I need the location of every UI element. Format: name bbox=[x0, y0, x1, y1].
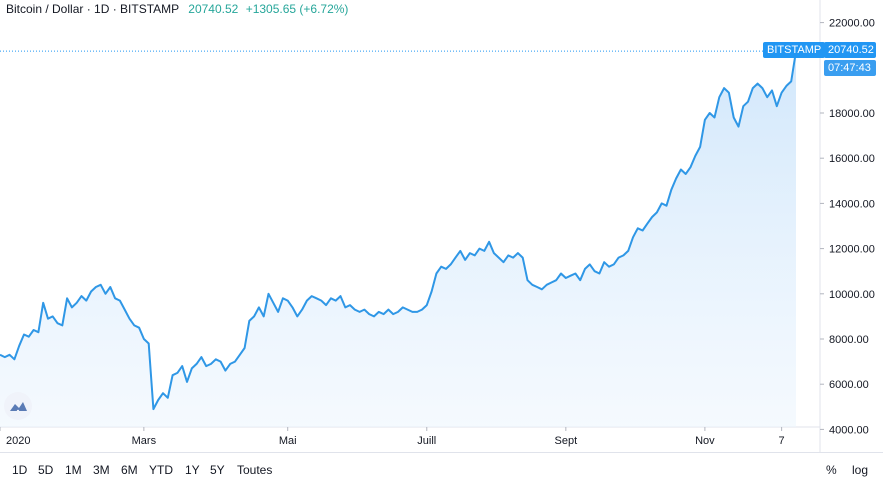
price-area-fill bbox=[0, 51, 796, 427]
range-button-ytd[interactable]: YTD bbox=[149, 463, 173, 477]
cloud-logo-icon bbox=[10, 402, 27, 413]
exchange-badge: BITSTAMP bbox=[763, 42, 826, 58]
y-tick-label: 18000.00 bbox=[829, 108, 875, 120]
x-tick-label: Juill bbox=[417, 435, 436, 447]
x-tick-label: 7 bbox=[779, 435, 785, 447]
last-price: 20740.52 bbox=[188, 2, 239, 16]
range-button-1d[interactable]: 1D bbox=[12, 463, 28, 477]
time-axis[interactable]: 2020 Mars Mai Juill Sept Nov 7 bbox=[0, 427, 785, 447]
price-change: +1305.65 (+6.72%) bbox=[245, 2, 349, 16]
countdown-badge: 07:47:43 bbox=[824, 60, 876, 76]
x-tick-label: Mars bbox=[132, 435, 157, 447]
range-button-6m[interactable]: 6M bbox=[121, 463, 138, 477]
area-layer bbox=[0, 51, 796, 427]
range-button-3m[interactable]: 3M bbox=[93, 463, 110, 477]
range-button-5d[interactable]: 5D bbox=[38, 463, 54, 477]
price-line-series bbox=[0, 50, 797, 411]
y-tick-label: 16000.00 bbox=[829, 153, 875, 165]
price-axis[interactable]: 4000.00 6000.00 8000.00 10000.00 12000.00 140… bbox=[820, 18, 875, 437]
tradingview-logo[interactable] bbox=[4, 392, 32, 420]
range-button-all[interactable]: Toutes bbox=[237, 463, 273, 477]
range-button-1m[interactable]: 1M bbox=[65, 463, 82, 477]
price-chart[interactable]: 4000.00 6000.00 8000.00 10000.00 12000.00 140… bbox=[0, 0, 883, 452]
y-tick-label: 22000.00 bbox=[829, 18, 875, 30]
x-tick-label: Nov bbox=[695, 435, 715, 447]
log-scale-button[interactable]: log bbox=[852, 463, 869, 477]
range-button-5y[interactable]: 5Y bbox=[210, 463, 225, 477]
y-tick-label: 12000.00 bbox=[829, 244, 875, 256]
y-tick-label: 6000.00 bbox=[829, 379, 869, 391]
percent-scale-button[interactable]: % bbox=[826, 463, 837, 477]
y-tick-label: 14000.00 bbox=[829, 198, 875, 210]
chart-legend: Bitcoin / Dollar · 1D · BITSTAMP 20740.5… bbox=[6, 2, 348, 16]
x-tick-label: 2020 bbox=[6, 435, 30, 447]
range-toolbar: 1D 5D 1M 3M 6M YTD 1Y 5Y Toutes % log bbox=[0, 452, 883, 488]
y-tick-label: 4000.00 bbox=[829, 424, 869, 436]
y-tick-label: 8000.00 bbox=[829, 334, 869, 346]
x-tick-label: Sept bbox=[555, 435, 578, 447]
y-tick-label: 10000.00 bbox=[829, 289, 875, 301]
last-price-badge: 20740.52 bbox=[824, 42, 876, 58]
line-layer bbox=[0, 50, 797, 411]
range-button-1y[interactable]: 1Y bbox=[185, 463, 200, 477]
symbol-title[interactable]: Bitcoin / Dollar · 1D · BITSTAMP bbox=[6, 2, 179, 16]
x-tick-label: Mai bbox=[279, 435, 297, 447]
